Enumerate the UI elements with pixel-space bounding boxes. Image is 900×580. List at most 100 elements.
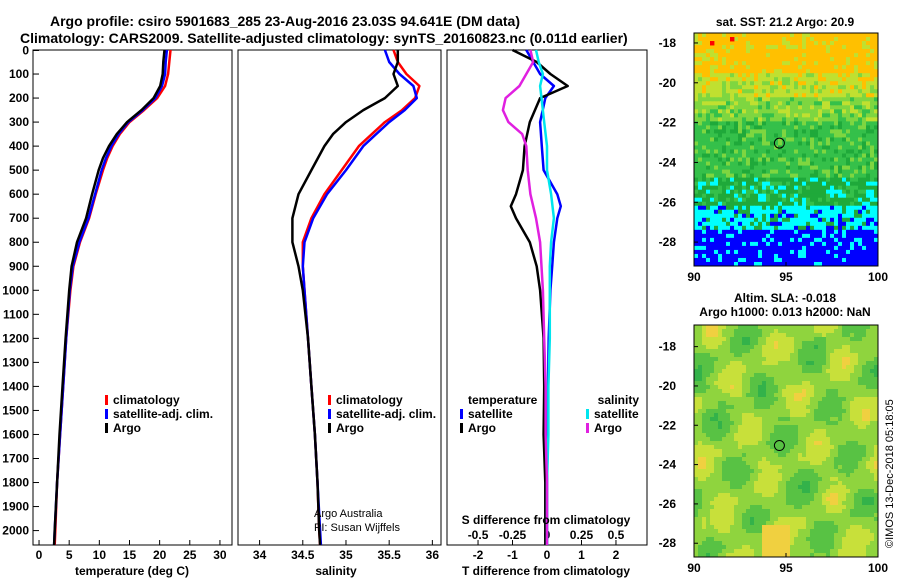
sst-cell — [874, 217, 879, 223]
sst-cell — [842, 77, 847, 82]
sst-cell — [698, 169, 703, 175]
sst-cell — [822, 61, 827, 66]
sst-cell — [806, 145, 811, 150]
sst-cell — [866, 133, 871, 138]
sla-cell — [778, 345, 783, 350]
sla-cell — [774, 389, 779, 394]
sst-cell — [838, 193, 843, 199]
sst-cell — [734, 129, 739, 134]
sst-cell — [742, 185, 747, 191]
sla-cell — [710, 393, 715, 398]
sla-cell — [862, 445, 867, 450]
sst-cell — [786, 149, 791, 154]
sst-cell — [798, 149, 803, 154]
sla-cell — [802, 405, 807, 410]
sst-cell — [822, 57, 827, 62]
sst-cell — [702, 93, 707, 98]
latitude-tick-label: -26 — [659, 195, 677, 209]
sst-cell — [722, 245, 727, 251]
sst-cell — [846, 49, 851, 54]
sst-cell — [774, 85, 779, 90]
sst-cell — [858, 49, 863, 54]
sst-cell — [834, 33, 839, 38]
sla-cell — [750, 461, 755, 466]
sla-cell — [810, 401, 815, 406]
sla-cell — [750, 465, 755, 470]
sla-cell — [786, 473, 791, 478]
sst-cell — [810, 245, 815, 251]
sst-cell — [778, 181, 783, 187]
sla-cell — [714, 373, 719, 378]
sst-cell — [738, 225, 743, 231]
sst-cell — [806, 81, 811, 86]
sst-cell — [818, 41, 823, 46]
sst-cell — [726, 33, 731, 38]
sst-cell — [838, 245, 843, 251]
sst-cell — [794, 237, 799, 243]
sst-cell — [782, 169, 787, 175]
sst-cell — [754, 41, 759, 46]
sst-cell — [774, 121, 779, 126]
sst-cell — [806, 149, 811, 154]
sla-cell — [870, 501, 875, 506]
sst-cell — [750, 193, 755, 199]
sst-cell — [762, 213, 767, 219]
sst-cell — [814, 189, 819, 195]
sst-cell — [786, 213, 791, 219]
sla-cell — [726, 433, 731, 438]
sla-cell — [830, 393, 835, 398]
sla-cell — [778, 445, 783, 450]
sst-cell — [758, 141, 763, 146]
sst-cell — [778, 221, 783, 227]
sla-cell — [842, 385, 847, 390]
sst-cell — [846, 97, 851, 102]
sst-cell — [870, 113, 875, 118]
sla-cell — [810, 393, 815, 398]
sla-cell — [726, 349, 731, 354]
sla-cell — [870, 361, 875, 366]
sla-cell — [826, 425, 831, 430]
sst-cell — [830, 245, 835, 251]
sst-cell — [794, 33, 799, 38]
sla-cell — [810, 497, 815, 502]
sla-cell — [718, 333, 723, 338]
sla-cell — [734, 393, 739, 398]
sst-cell — [838, 173, 843, 179]
sst-cell — [726, 177, 731, 183]
sst-cell — [830, 185, 835, 191]
sla-cell — [734, 405, 739, 410]
sst-cell — [694, 117, 699, 122]
sla-cell — [718, 361, 723, 366]
sst-cell — [734, 61, 739, 66]
sla-cell — [830, 441, 835, 446]
sst-cell — [862, 241, 867, 247]
sla-cell — [854, 357, 859, 362]
sst-cell — [806, 197, 811, 203]
sst-cell — [802, 57, 807, 62]
sst-cell — [698, 41, 703, 46]
sst-cell — [766, 57, 771, 62]
sla-cell — [818, 433, 823, 438]
sla-cell — [742, 361, 747, 366]
sla-cell — [706, 477, 711, 482]
sst-cell — [750, 41, 755, 46]
sla-cell — [698, 325, 703, 330]
sla-cell — [870, 341, 875, 346]
sst-cell — [694, 133, 699, 138]
sst-cell — [714, 133, 719, 138]
sla-cell — [718, 469, 723, 474]
sst-cell — [814, 201, 819, 207]
sst-cell — [742, 209, 747, 215]
sla-cell — [854, 349, 859, 354]
sla-cell — [774, 413, 779, 418]
sst-cell — [862, 161, 867, 166]
sst-cell — [870, 173, 875, 179]
sla-cell — [730, 421, 735, 426]
sst-cell — [710, 73, 715, 78]
sla-cell — [750, 393, 755, 398]
sla-cell — [834, 341, 839, 346]
sla-cell — [870, 497, 875, 502]
sst-cell — [694, 101, 699, 106]
sst-cell — [722, 129, 727, 134]
sla-cell — [858, 365, 863, 370]
